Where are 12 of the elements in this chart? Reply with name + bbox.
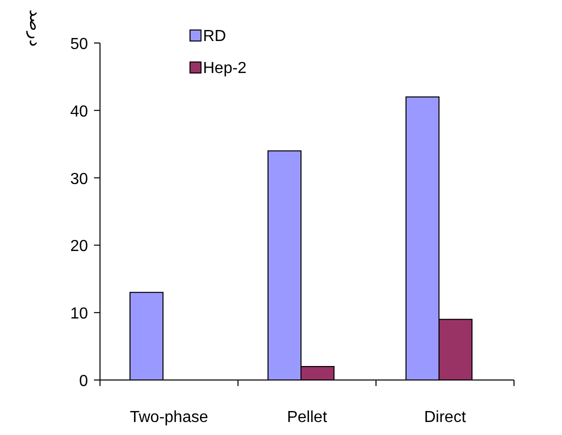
x-tick-label: Direct (424, 409, 466, 426)
y-tick-label: 0 (79, 373, 88, 390)
legend-label: Hep-2 (203, 60, 247, 77)
x-tick-label: Pellet (286, 409, 328, 426)
y-tick-label: 30 (70, 170, 88, 188)
y-tick-label: 10 (70, 306, 88, 323)
y-tick-label: 40 (70, 103, 88, 120)
y-axis-title: درصد (26, 10, 43, 46)
x-tick-label: Two-phase (130, 409, 208, 426)
legend-label: RD (203, 28, 226, 45)
y-tick-label: 20 (70, 238, 88, 256)
y-tick-label: 50 (70, 36, 88, 53)
